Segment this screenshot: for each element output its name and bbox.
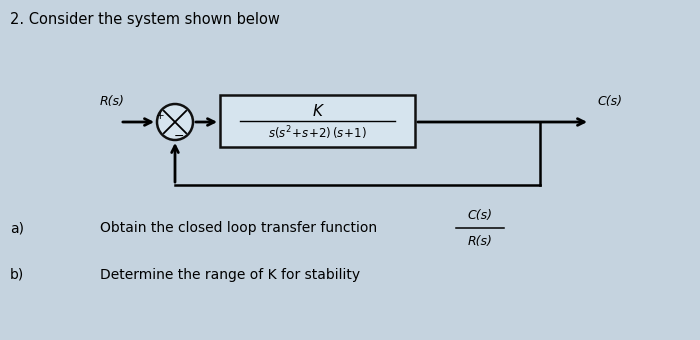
Text: a): a) (10, 221, 24, 235)
Text: Obtain the closed loop transfer function: Obtain the closed loop transfer function (100, 221, 377, 235)
Text: Determine the range of K for stability: Determine the range of K for stability (100, 268, 360, 282)
Text: R(s): R(s) (99, 95, 125, 108)
Text: b): b) (10, 268, 25, 282)
Text: 2. Consider the system shown below: 2. Consider the system shown below (10, 12, 280, 27)
Text: $s(s^2\!+\!s\!+\!2)\,(s\!+\!1)$: $s(s^2\!+\!s\!+\!2)\,(s\!+\!1)$ (268, 124, 367, 142)
Text: C(s): C(s) (468, 208, 493, 221)
Text: R(s): R(s) (468, 236, 492, 249)
Text: +: + (155, 111, 164, 121)
Text: −: − (174, 130, 184, 142)
Text: C(s): C(s) (598, 95, 622, 108)
Circle shape (157, 104, 193, 140)
Text: K: K (312, 103, 323, 119)
Bar (220, 95, 415, 147)
